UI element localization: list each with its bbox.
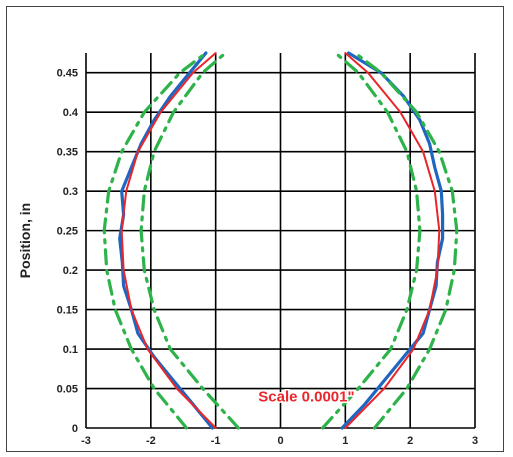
x-tick-label: 3 — [472, 435, 478, 447]
y-tick-label: 0.25 — [57, 226, 78, 238]
series-0-line-right — [340, 51, 445, 430]
series-1-line-left — [120, 52, 217, 429]
grid — [85, 53, 476, 429]
x-tick-label: 0 — [277, 435, 283, 447]
y-tick-label: 0.2 — [63, 265, 78, 277]
series-0-line-left — [118, 51, 214, 430]
tick-labels: -3 -2 -1 0 1 2 3 0 0.05 0.1 0.15 0.2 0.25 0.3 0.35 0.4 0… — [57, 68, 478, 447]
y-tick-label: 0.05 — [57, 384, 78, 396]
y-tick-label: 0.4 — [63, 107, 79, 119]
y-tick-label: 0.1 — [63, 344, 78, 356]
series-3-line-right — [321, 51, 422, 430]
series-3-line-left — [139, 51, 240, 430]
series-2-line-right — [353, 51, 459, 430]
series-1-line-right — [344, 52, 441, 429]
x-tick-label: 2 — [407, 435, 413, 447]
y-tick-label: 0.15 — [57, 305, 78, 317]
y-tick-label: 0.35 — [57, 147, 78, 159]
y-tick-label: 0 — [72, 423, 78, 435]
y-tick-label: 0.3 — [63, 186, 78, 198]
x-tick-label: -2 — [146, 435, 156, 447]
scale-annotation: Scale 0.0001" — [258, 388, 354, 405]
y-axis-title: Position, in — [17, 203, 33, 278]
x-tick-label: 1 — [342, 435, 348, 447]
series-layer — [102, 51, 459, 430]
x-tick-label: -1 — [211, 435, 221, 447]
y-tick-label: 0.45 — [57, 68, 78, 80]
series-2-line-left — [102, 51, 208, 430]
x-tick-label: -3 — [81, 435, 91, 447]
